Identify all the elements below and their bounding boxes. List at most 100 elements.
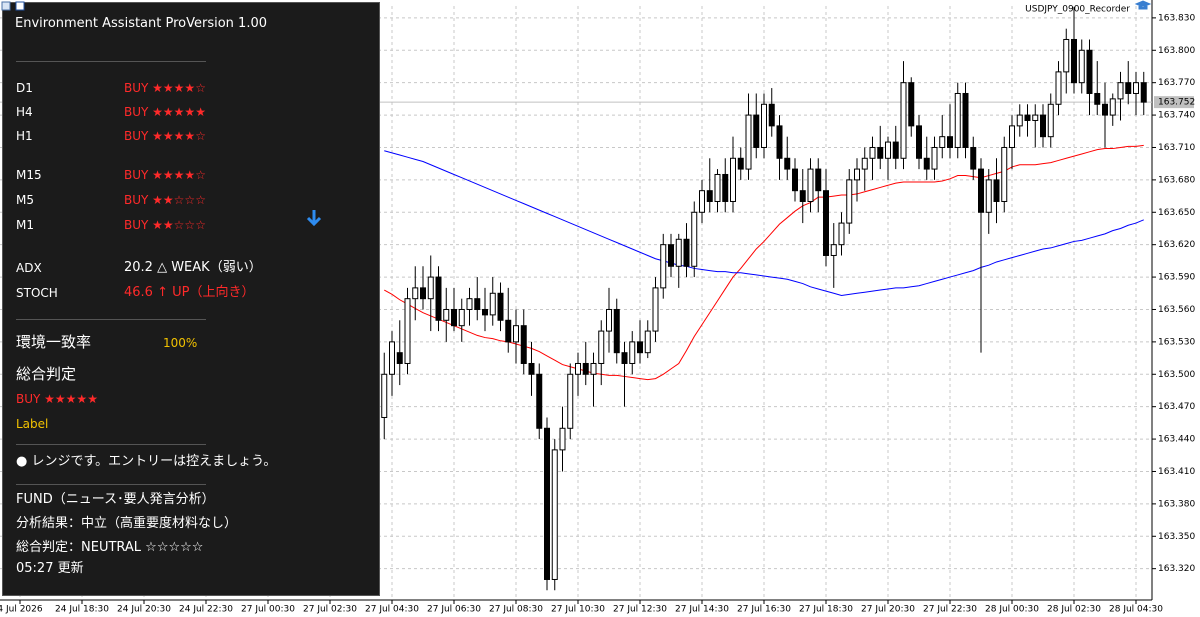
x-tick-label: 27 Jul 10:30	[551, 605, 605, 615]
candle-body	[489, 292, 496, 316]
candle-body	[427, 276, 434, 300]
candle-body	[753, 114, 760, 148]
candle-body	[714, 173, 721, 202]
y-tick-label: 163.410	[1158, 467, 1195, 477]
y-tick-label: 163.440	[1158, 435, 1195, 445]
candle-body	[838, 222, 845, 246]
candle-body	[381, 373, 388, 418]
x-tick-label: 24 Jul 22:30	[179, 605, 233, 615]
candle-body	[1040, 114, 1046, 138]
candle-body	[404, 298, 411, 364]
candle-body	[1009, 125, 1015, 148]
candle-body	[854, 168, 860, 181]
y-tick-label: 163.650	[1158, 208, 1195, 218]
y-tick-label: 163.350	[1158, 532, 1195, 542]
y-tick-label: 163.800	[1158, 46, 1195, 56]
separator	[16, 319, 206, 320]
candle-body	[908, 82, 915, 127]
candle-body	[652, 287, 659, 332]
candle-body	[706, 190, 713, 202]
candle-body	[923, 157, 930, 170]
candle-body	[830, 244, 837, 256]
candle-body	[1078, 49, 1085, 84]
last-price-label: 163.752	[1158, 98, 1195, 108]
arrow-shape	[306, 210, 322, 227]
toolbar-icons	[1, 1, 25, 11]
candle-body	[606, 308, 612, 332]
y-tick-label: 163.830	[1158, 13, 1195, 23]
candle-body	[629, 341, 636, 364]
candle-body	[443, 308, 450, 321]
tf-signal: BUY ★★☆☆☆	[124, 193, 206, 207]
x-tick-label: 28 Jul 00:30	[985, 605, 1039, 615]
candle-body	[621, 352, 628, 364]
candle-body	[939, 136, 946, 148]
tf-label: H1	[16, 129, 33, 143]
candle-body	[559, 427, 566, 451]
candle-body	[885, 141, 891, 159]
candle-body	[823, 190, 829, 256]
y-tick-label: 163.500	[1158, 370, 1195, 380]
candle-body	[513, 325, 519, 343]
candle-body	[954, 92, 961, 148]
tf-signal: BUY ★★★★★	[124, 105, 206, 119]
candle-body	[474, 298, 481, 310]
agreement-value: 100%	[163, 336, 198, 350]
tf-label: M15	[16, 168, 42, 182]
candle-body	[1063, 38, 1070, 73]
candle-body	[1140, 82, 1147, 103]
y-tick-label: 163.530	[1158, 337, 1195, 347]
moving-average	[384, 144, 1144, 381]
candle-body	[799, 190, 806, 202]
candle-body	[551, 449, 558, 580]
candle-body	[985, 179, 992, 213]
verdict-note: Label	[16, 417, 49, 431]
candle-body	[644, 330, 651, 354]
candle-body	[482, 308, 488, 316]
candle-body	[420, 287, 426, 300]
candle-body	[582, 362, 589, 375]
x-tick-label: 27 Jul 12:30	[613, 605, 667, 615]
indicator-value: 46.6 ↑ UP（上向き）	[124, 285, 255, 300]
icon	[15, 1, 25, 11]
candle-body	[776, 125, 783, 159]
agreement-label: 環境一致率	[16, 333, 92, 351]
indicator-value: 20.2 △ WEAK（弱い）	[124, 260, 262, 275]
tf-label: H4	[16, 105, 33, 119]
x-tick-label: 27 Jul 18:30	[799, 605, 853, 615]
indicator-label: ADX	[16, 261, 42, 275]
candle-body	[1047, 103, 1054, 138]
candle-body	[861, 157, 868, 170]
y-tick-label: 163.620	[1158, 240, 1195, 250]
candle-body	[435, 276, 442, 321]
candle-body	[505, 319, 512, 343]
indicator-label: STOCH	[16, 286, 58, 300]
symbol-label: USDJPY_0900_Recorder	[1025, 5, 1130, 15]
recorder-icon	[1134, 0, 1152, 10]
candle-body	[691, 211, 698, 267]
candle-body	[947, 136, 953, 148]
last-price-box	[1154, 96, 1194, 109]
candle-body	[892, 141, 899, 159]
candle-body	[637, 341, 643, 354]
fund-title: FUND（ニュース･要人発言分析）	[16, 492, 215, 507]
candle-body	[675, 238, 682, 267]
tf-signal: BUY ★★★★☆	[124, 81, 206, 95]
candle-body	[1133, 82, 1139, 94]
y-tick-label: 163.320	[1158, 564, 1195, 574]
candle-body	[1125, 82, 1132, 94]
candle-body	[1117, 82, 1124, 100]
candle-body	[745, 114, 752, 170]
candle-body	[590, 362, 597, 375]
candle-body	[993, 179, 1000, 202]
candle-body	[900, 82, 907, 159]
x-tick-label: 27 Jul 16:30	[737, 605, 791, 615]
y-tick-label: 163.560	[1158, 305, 1195, 315]
y-tick-label: 163.680	[1158, 175, 1195, 185]
x-tick-label: 27 Jul 04:30	[365, 605, 419, 615]
candle-body	[458, 308, 465, 327]
x-tick-label: 27 Jul 00:30	[241, 605, 295, 615]
tf-signal: BUY ★★★★☆	[124, 168, 206, 182]
candle-body	[768, 103, 775, 127]
